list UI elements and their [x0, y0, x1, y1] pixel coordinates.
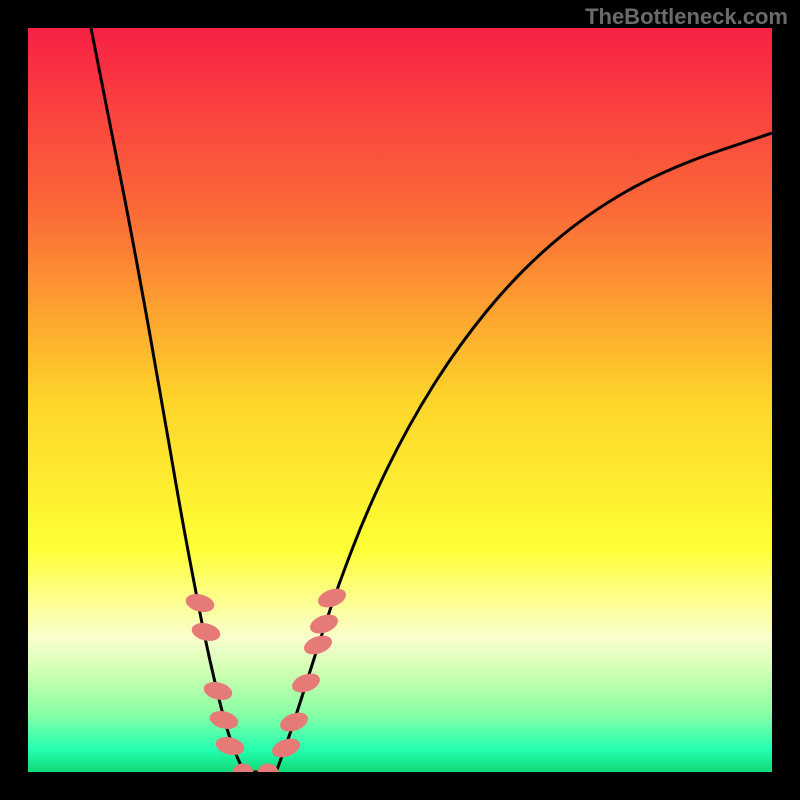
chart-svg [0, 0, 800, 800]
watermark-text: TheBottleneck.com [585, 4, 788, 30]
plot-background [28, 28, 772, 772]
chart-container: TheBottleneck.com [0, 0, 800, 800]
